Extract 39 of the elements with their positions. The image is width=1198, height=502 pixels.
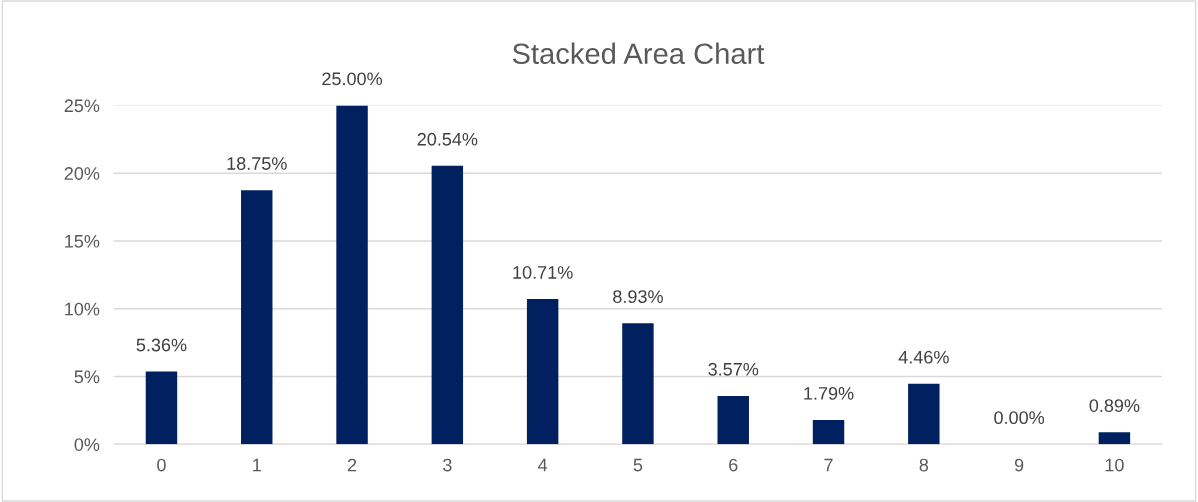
- data-label: 5.36%: [136, 338, 187, 352]
- x-tick-label: 9: [1014, 458, 1024, 472]
- x-tick-label: 10: [1105, 458, 1124, 472]
- y-tick-label: 0%: [74, 438, 100, 451]
- chart-title: Stacked Area Chart: [512, 42, 765, 65]
- x-tick-label: 7: [824, 458, 833, 472]
- data-label: 10.71%: [513, 266, 573, 279]
- x-tick-label: 1: [253, 458, 261, 472]
- y-tick-label: 20%: [64, 167, 100, 180]
- data-label: 0.89%: [1089, 399, 1140, 412]
- x-tick-label: 3: [443, 458, 452, 472]
- bar: [336, 105, 368, 445]
- y-tick-label: 25%: [64, 99, 100, 113]
- x-tick-label: 0: [157, 458, 166, 472]
- bar: [241, 190, 273, 445]
- y-tick-label: 10%: [65, 302, 100, 316]
- x-tick-label: 4: [538, 458, 548, 472]
- data-label: 4.46%: [898, 350, 949, 364]
- bar: [526, 299, 559, 445]
- y-tick-label: 5%: [74, 370, 100, 384]
- bar: [908, 383, 940, 445]
- data-label: 20.54%: [417, 132, 478, 146]
- bar: [431, 165, 464, 445]
- data-label: 25.00%: [322, 72, 383, 86]
- data-label: 8.93%: [613, 290, 663, 303]
- data-label: 1.79%: [804, 386, 854, 400]
- x-tick-label: 8: [919, 458, 929, 472]
- data-label: 3.57%: [708, 362, 759, 376]
- bar: [1098, 432, 1131, 445]
- bar: [717, 395, 749, 445]
- y-tick-label: 15%: [65, 234, 100, 248]
- x-tick-label: 6: [729, 458, 738, 472]
- x-tick-label: 2: [347, 458, 357, 472]
- data-label: 0.00%: [994, 411, 1045, 425]
- bar: [812, 420, 845, 445]
- bar: [145, 371, 178, 445]
- bar: [622, 323, 654, 445]
- data-label: 18.75%: [227, 157, 287, 170]
- x-tick-label: 5: [633, 458, 643, 472]
